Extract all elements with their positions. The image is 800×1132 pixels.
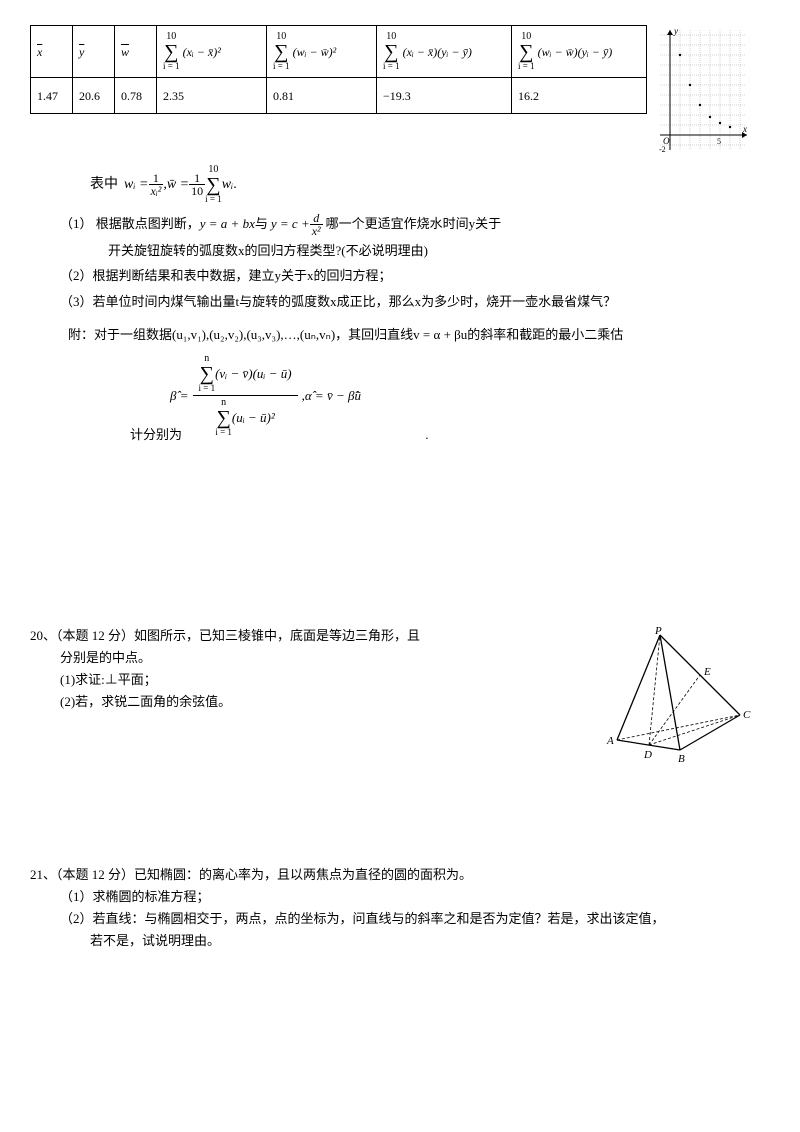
cell-wbar: 0.78 (115, 78, 157, 114)
header-sum-wy: 10∑i = 1 (wᵢ − w̄)(yᵢ − ȳ) (512, 26, 647, 78)
question-21: 21、（本题 12 分）已知椭圆：的离心率为，且以两焦点为直径的圆的面积为。 （… (30, 864, 770, 952)
attachment-text: 附：对于一组数据(u₁,v₁),(u₂,v₂),(u₃,v₃),…,(uₙ,vₙ… (68, 325, 770, 345)
axis-x-label: x (742, 124, 747, 134)
question-1: （1） 根据散点图判断， y = a + bx 与 y = c + dx² 哪一… (60, 212, 770, 237)
header-ybar: y (73, 26, 115, 78)
vertex-e: E (703, 666, 711, 678)
cell-sum-xy: −19.3 (377, 78, 512, 114)
table-row: 1.47 20.6 0.78 2.35 0.81 −19.3 16.2 (31, 78, 647, 114)
cell-sum-wy: 16.2 (512, 78, 647, 114)
cell-ybar: 20.6 (73, 78, 115, 114)
cell-sum-ww: 0.81 (267, 78, 377, 114)
header-wbar: w (115, 26, 157, 78)
cell-sum-xx: 2.35 (157, 78, 267, 114)
cell-xbar: 1.47 (31, 78, 73, 114)
axis-tick-5: 5 (717, 137, 721, 146)
axis-tick-neg2: -2 (659, 145, 666, 154)
header-sum-xy: 10∑i = 1 (xᵢ − x̄)(yᵢ − ȳ) (377, 26, 512, 78)
vertex-c: C (743, 709, 751, 721)
vertex-a: A (606, 735, 614, 747)
tetrahedron-figure: P E C A D B (605, 625, 755, 765)
header-xbar: x (31, 26, 73, 78)
header-sum-xx: 10∑i = 1 (xᵢ − x̄)² (157, 26, 267, 78)
axis-y-label: y (673, 26, 678, 36)
stats-table: x y w 10∑i = 1 (xᵢ − x̄)² 10∑i = 1 (wᵢ −… (30, 25, 647, 114)
question-3: （3）若单位时间内煤气输出量t与旋转的弧度数x成正比，那么x为多少时，烧开一壶水… (60, 291, 770, 313)
wi-formula: 表中 wᵢ = 1xᵢ² , w̄ = 110 10∑i = 1 wᵢ . (90, 165, 770, 204)
question-20: 20、（本题 12 分）如图所示，已知三棱锥中，底面是等边三角形，且 分别是的中… (30, 625, 585, 713)
vertex-p: P (654, 625, 662, 637)
coordinate-grid-figure: y x O 5 -2 (655, 25, 750, 155)
question-1-line2: 开关旋钮旋转的弧度数x的回归方程类型?(不必说明理由) (108, 241, 770, 261)
vertex-b: B (678, 753, 685, 765)
header-sum-ww: 10∑i = 1 (wᵢ − w̄)² (267, 26, 377, 78)
question-2: （2）根据判断结果和表中数据，建立y关于x的回归方程； (60, 265, 770, 287)
formula-suffix: 计分别为 . (130, 425, 770, 445)
vertex-d: D (643, 749, 652, 761)
